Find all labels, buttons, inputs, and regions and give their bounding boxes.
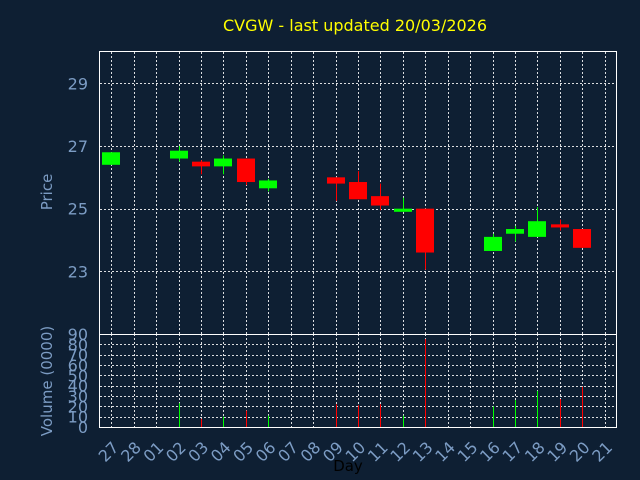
volume-tick-label: 60 — [68, 356, 88, 375]
candle-body — [214, 158, 232, 167]
candle-body — [327, 177, 345, 184]
volume-tick-label: 50 — [68, 366, 88, 385]
volume-panel-frame — [99, 334, 617, 428]
day-tick-label: 21 — [588, 438, 616, 466]
price-axis-label: Price — [38, 174, 56, 211]
candle-body — [170, 150, 188, 159]
candle-body — [573, 229, 591, 248]
candle-body — [551, 224, 569, 228]
candle-body — [192, 161, 210, 167]
volume-tick-label: 30 — [68, 387, 88, 406]
volume-tick-label: 20 — [68, 397, 88, 416]
volume-tick-label: 0 — [78, 418, 88, 437]
volume-tick-label: 70 — [68, 346, 88, 365]
candle-body — [259, 180, 277, 189]
volume-tick-label: 90 — [68, 325, 88, 344]
candle-body — [394, 208, 412, 212]
volume-axis-label: Volume (0000) — [38, 326, 56, 436]
candle-body — [528, 221, 546, 237]
price-tick-label: 27 — [68, 137, 88, 156]
price-tick-label: 25 — [68, 200, 88, 219]
volume-bars — [179, 339, 583, 427]
candle-body — [416, 208, 434, 253]
price-tick-label: 23 — [68, 262, 88, 281]
price-axis-ticks: 23 25 27 29 — [68, 74, 88, 281]
volume-tick-label: 80 — [68, 335, 88, 354]
candle-body — [349, 182, 367, 200]
day-axis-label: Day — [333, 457, 363, 475]
candle-body — [506, 229, 524, 234]
candle-body — [237, 158, 255, 183]
candle-body — [102, 152, 120, 165]
volume-tick-label: 10 — [68, 408, 88, 427]
price-tick-label: 29 — [68, 74, 88, 93]
candle-body — [484, 236, 502, 251]
volume-tick-label: 40 — [68, 377, 88, 396]
chart-title: CVGW - last updated 20/03/2026 — [223, 16, 487, 35]
candles — [102, 146, 591, 270]
grid — [100, 52, 616, 428]
candle-body — [371, 196, 389, 206]
